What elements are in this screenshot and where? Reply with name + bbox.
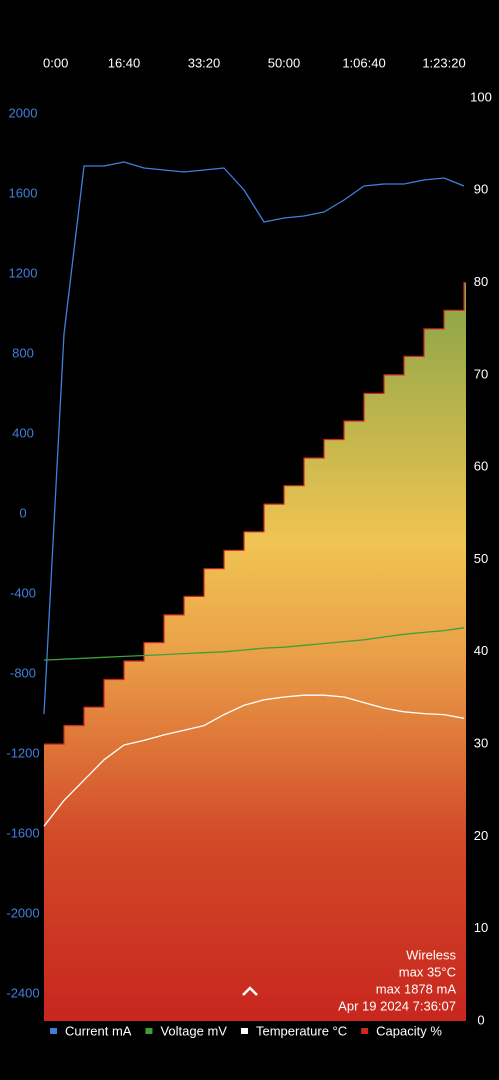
annotation: max 35°C — [399, 964, 456, 979]
y2-tick-label: 80 — [474, 274, 488, 289]
legend-swatch — [50, 1028, 57, 1034]
annotation: Apr 19 2024 7:36:07 — [338, 998, 456, 1013]
y2-tick-label: 50 — [474, 551, 488, 566]
x-tick-label: 50:00 — [268, 55, 301, 70]
capacity-edge — [44, 282, 466, 745]
annotation: Wireless — [406, 947, 456, 962]
legend-label: Current mA — [65, 1023, 132, 1038]
x-tick-label: 0:00 — [43, 55, 68, 70]
y-tick-label: 1600 — [9, 185, 38, 200]
y2-tick-label: 30 — [474, 736, 488, 751]
y-tick-label: 2000 — [9, 105, 38, 120]
y2-tick-label: 10 — [474, 920, 488, 935]
y-tick-label: -2400 — [6, 985, 39, 1000]
y2-tick-label: 40 — [474, 643, 488, 658]
x-tick-label: 1:23:20 — [422, 55, 465, 70]
y2-tick-label: 70 — [474, 366, 488, 381]
y-tick-label: -2000 — [6, 905, 39, 920]
capacity-area — [44, 282, 466, 1022]
y-tick-label: 400 — [12, 425, 34, 440]
y-tick-label: -400 — [10, 585, 36, 600]
legend-swatch — [145, 1028, 153, 1034]
y-tick-label: 0 — [19, 505, 26, 520]
y2-tick-label: 60 — [474, 459, 488, 474]
y2-tick-label: 90 — [474, 182, 488, 197]
x-tick-label: 1:06:40 — [342, 55, 385, 70]
y2-tick-label: 100 — [470, 89, 492, 104]
legend-label: Voltage mV — [160, 1023, 227, 1038]
y2-tick-label: 0 — [477, 1012, 484, 1027]
y-tick-label: 1200 — [9, 265, 38, 280]
series-line — [43, 694, 465, 827]
legend-swatch — [361, 1028, 369, 1034]
legend-label: Capacity % — [376, 1023, 442, 1038]
plot-area — [43, 161, 466, 1022]
legend-label: Temperature °C — [256, 1023, 347, 1038]
expand-chevron[interactable] — [242, 986, 258, 996]
x-tick-label: 33:20 — [188, 55, 221, 70]
y-tick-label: -1600 — [6, 825, 39, 840]
legend-swatch — [240, 1028, 248, 1034]
y-tick-label: 800 — [12, 345, 34, 360]
y-tick-label: -1200 — [6, 745, 39, 760]
annotation: max 1878 mA — [376, 981, 457, 996]
series-line — [43, 627, 465, 661]
y-tick-label: -800 — [10, 665, 36, 680]
y2-tick-label: 20 — [474, 828, 488, 843]
series-line — [43, 161, 465, 715]
x-tick-label: 16:40 — [108, 55, 141, 70]
